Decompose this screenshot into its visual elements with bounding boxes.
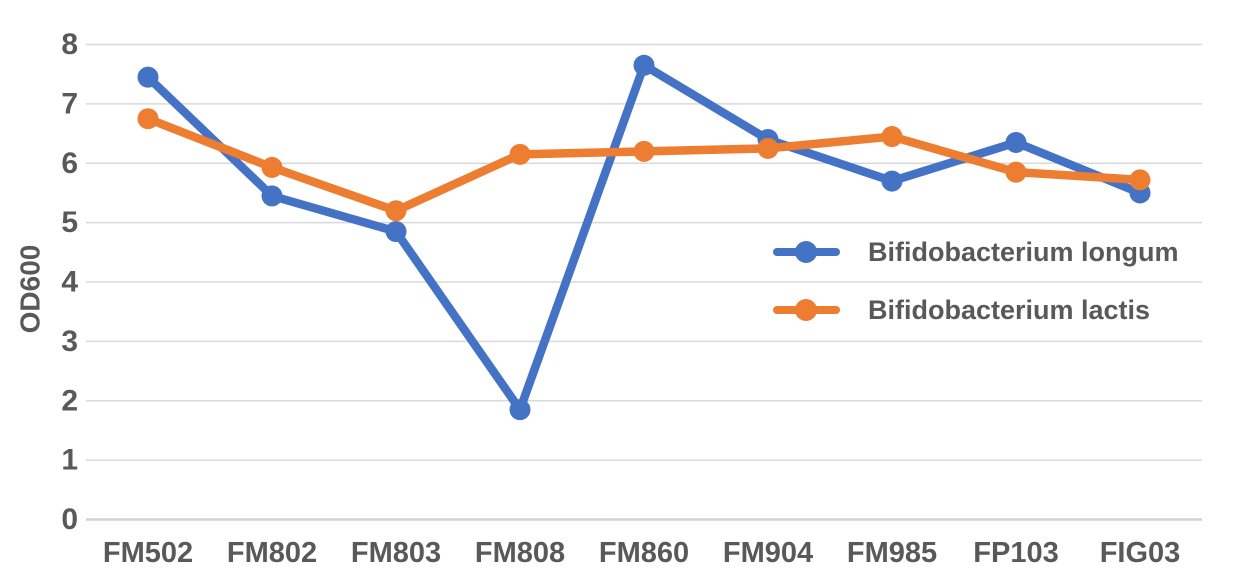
y-tick-label: 7 xyxy=(61,87,78,120)
x-category-label: FM803 xyxy=(351,537,441,569)
series-line xyxy=(143,114,1145,215)
y-tick-label: 4 xyxy=(61,266,78,299)
legend-marker-lactis-icon xyxy=(773,299,840,321)
data-point-marker xyxy=(385,221,407,243)
y-tick-label: 5 xyxy=(61,206,78,239)
y-tick-label: 1 xyxy=(61,444,78,477)
y-axis-title: OD600 xyxy=(15,245,46,334)
x-category-label: FM502 xyxy=(103,537,193,569)
legend-item-longum: Bifidobacterium longum xyxy=(773,230,1179,274)
data-point-marker xyxy=(261,156,283,178)
x-category-label: FM985 xyxy=(847,537,937,569)
legend-item-lactis: Bifidobacterium lactis xyxy=(773,288,1179,332)
data-point-marker xyxy=(633,54,655,76)
x-category-label: FIG03 xyxy=(1100,537,1181,569)
data-point-marker xyxy=(1129,169,1151,191)
y-tick-label: 2 xyxy=(61,384,78,417)
data-point-marker xyxy=(881,170,903,192)
data-point-marker xyxy=(509,143,531,165)
legend-label-longum: Bifidobacterium longum xyxy=(868,236,1179,267)
data-point-marker xyxy=(1005,161,1027,183)
y-tick-label: 8 xyxy=(61,28,78,61)
legend-marker-longum-icon xyxy=(773,241,840,263)
data-point-marker xyxy=(137,108,159,130)
x-category-label: FP103 xyxy=(973,537,1058,569)
x-category-label: FM808 xyxy=(475,537,565,569)
y-tick-label: 0 xyxy=(61,503,78,536)
data-point-marker xyxy=(881,126,903,148)
data-point-marker xyxy=(137,66,159,88)
data-point-marker xyxy=(261,185,283,207)
y-tick-label: 6 xyxy=(61,147,78,180)
x-axis-category-labels: FM502 FM802 FM803 FM808 FM860 FM904 FM985 FP103… xyxy=(103,537,1180,569)
y-tick-label: 3 xyxy=(61,325,78,358)
x-category-label: FM860 xyxy=(599,537,689,569)
y-axis-tick-labels: 0 1 2 3 4 5 6 7 8 xyxy=(61,28,78,536)
data-point-marker xyxy=(1005,131,1027,153)
data-point-marker xyxy=(633,140,655,162)
legend-label-lactis: Bifidobacterium lactis xyxy=(868,294,1151,325)
x-category-label: FM802 xyxy=(227,537,317,569)
data-point-marker xyxy=(757,137,779,159)
data-point-marker xyxy=(509,399,531,421)
data-point-marker xyxy=(385,200,407,222)
x-category-label: FM904 xyxy=(723,537,813,569)
series-1 xyxy=(137,108,1151,222)
chart-legend: Bifidobacterium longum Bifidobacterium l… xyxy=(773,230,1179,346)
